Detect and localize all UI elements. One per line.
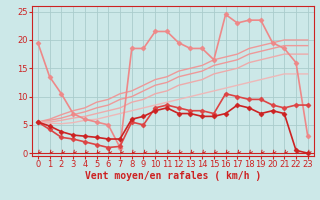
X-axis label: Vent moyen/en rafales ( km/h ): Vent moyen/en rafales ( km/h ) — [85, 171, 261, 181]
